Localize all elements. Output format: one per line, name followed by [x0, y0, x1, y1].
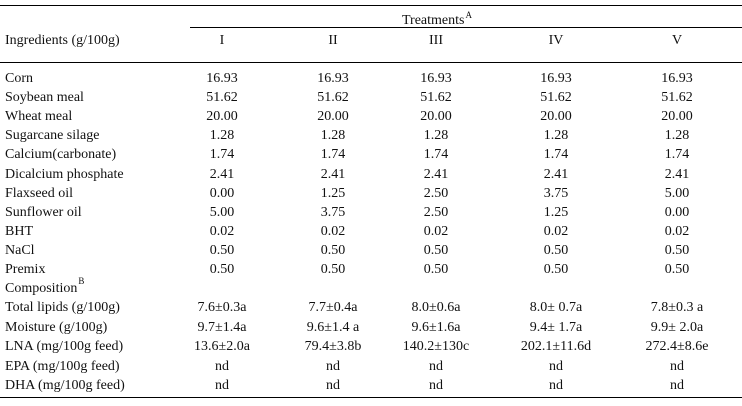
table-row-sugarcane-silage: Sugarcane silage 1.28 1.28 1.28 1.28 1.28 [5, 128, 690, 144]
row-label: Sunflower oil [5, 204, 82, 220]
bottom-rule [0, 397, 742, 398]
table-row-corn: Corn 16.93 16.93 16.93 16.93 16.93 [5, 71, 693, 86]
ingredients-header: Ingredients (g/100g) [5, 33, 120, 48]
row-label: Dicalcium phosphate [5, 166, 124, 182]
row-label: Sugarcane silage [5, 128, 100, 144]
row-label: Flaxseed oil [5, 185, 74, 201]
table-row-lna-mg-100g-feed: LNA (mg/100g feed) 13.6±2.0a 79.4±3.8b 140.… [5, 339, 709, 354]
table-row-premix: Premix 0.50 0.50 0.50 0.50 0.50 [5, 262, 690, 277]
row-label: NaCl [5, 242, 35, 258]
table-row-nacl: NaCl 0.50 0.50 0.50 0.50 0.50 [5, 242, 690, 258]
composition-footnote-marker: B [78, 276, 85, 286]
row-label: Wheat meal [5, 109, 73, 125]
row-label: DHA (mg/100g feed) [5, 378, 125, 393]
table-row-wheat-meal: Wheat meal 20.00 20.00 20.00 20.00 20.00 [5, 109, 693, 125]
row-label: Soybean meal [5, 90, 84, 106]
table-row-dha-mg-100g-feed: DHA (mg/100g feed) nd nd nd nd nd [5, 378, 684, 393]
row-label: Corn [5, 71, 33, 86]
row-label: Premix [5, 262, 46, 277]
row-label: Total lipids (g/100g) [5, 300, 120, 315]
row-label: EPA (mg/100g feed) [5, 358, 120, 374]
table-row-calcium-carbonate: Calcium(carbonate) 1.74 1.74 1.74 1.74 1.74 [5, 147, 690, 163]
top-rule [0, 5, 742, 6]
row-label: Calcium(carbonate) [5, 147, 117, 163]
table-row-bht: BHT 0.02 0.02 0.02 0.02 0.02 [5, 223, 690, 239]
row-label: BHT [5, 223, 33, 239]
treatments-label: Treatments [402, 13, 465, 28]
composition-heading: CompositionB [5, 276, 85, 297]
composition-heading-row: CompositionB [0, 276, 742, 298]
header-rule [0, 62, 742, 63]
table-row-moisture-g-100g: Moisture (g/100g) 9.7±1.4a 9.6±1.4 a 9.6±1.… [5, 319, 704, 335]
table-row-soybean-meal: Soybean meal 51.62 51.62 51.62 51.62 51.62 [5, 90, 693, 106]
treatments-footnote-marker: A [465, 10, 472, 20]
column-header-row: Ingredients (g/100g) I II III IV V [5, 33, 683, 48]
row-label: Moisture (g/100g) [5, 319, 108, 335]
table-row-total-lipids-g-100g: Total lipids (g/100g) 7.6±0.3a 7.7±0.4a 8.0… [5, 300, 704, 315]
table-row-flaxseed-oil: Flaxseed oil 0.00 1.25 2.50 3.75 5.00 [5, 185, 690, 201]
table-row-epa-mg-100g-feed: EPA (mg/100g feed) nd nd nd nd nd [5, 358, 684, 374]
treatments-header: TreatmentsA [402, 10, 472, 29]
table-row-dicalcium-phosphate: Dicalcium phosphate 2.41 2.41 2.41 2.41 2.41 [5, 166, 690, 182]
treatments-underline [190, 27, 742, 28]
table-row-sunflower-oil: Sunflower oil 5.00 3.75 2.50 1.25 0.00 [5, 204, 690, 220]
row-label: LNA (mg/100g feed) [5, 339, 124, 354]
